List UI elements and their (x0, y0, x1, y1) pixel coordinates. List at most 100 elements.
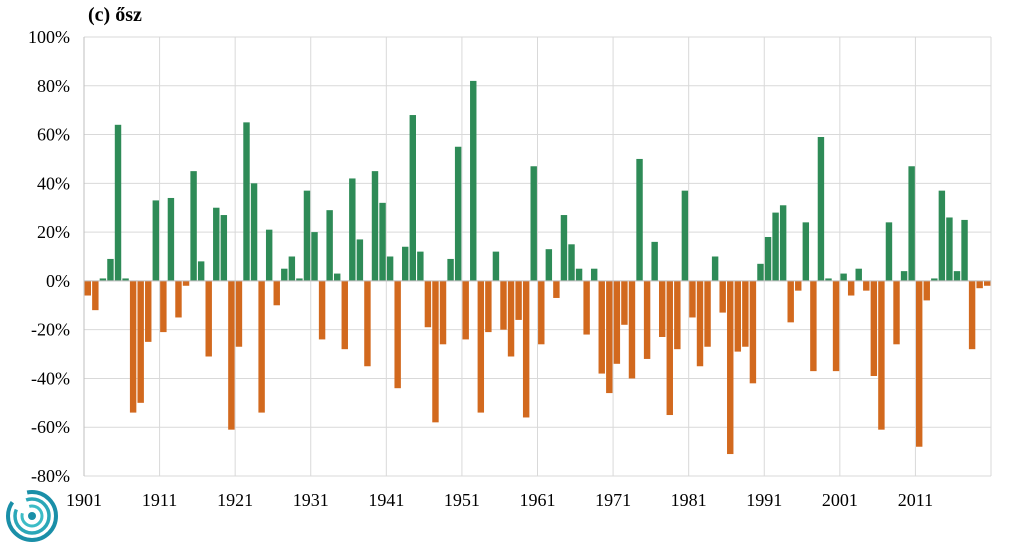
bar-2008 (893, 280, 900, 345)
x-axis-tick-labels: 1901 1911 1921 1931 1941 1951 1961 1971 1981 1991… (66, 490, 933, 510)
bar-1962 (545, 249, 553, 281)
x-tick-label: 1951 (444, 490, 480, 510)
bar-1934 (333, 273, 341, 281)
x-tick-label: 2001 (822, 490, 858, 510)
y-axis-tick-labels: -80% -60% -40% -20% 0% 20% 40% 60% 80% 100% (28, 27, 70, 486)
bar-2005 (870, 280, 878, 377)
y-tick-label: 0% (46, 271, 70, 291)
bar-2001 (840, 273, 847, 281)
bar-2014 (938, 190, 946, 281)
bar-1951 (462, 280, 469, 340)
bar-1969 (598, 280, 605, 374)
bar-1912 (167, 197, 175, 281)
x-tick-label: 1901 (66, 490, 102, 510)
bar-1904 (107, 258, 114, 281)
bar-2017 (961, 219, 968, 281)
bar-1910 (152, 200, 160, 281)
bar-1924 (258, 280, 265, 413)
bar-2016 (953, 271, 961, 281)
bar-1928 (288, 256, 296, 281)
bar-2011 (915, 280, 923, 447)
bar-1974 (636, 158, 643, 281)
bar-1984 (711, 256, 719, 281)
bar-1918 (213, 207, 220, 281)
bar-1971 (613, 280, 621, 364)
bar-1903 (99, 278, 107, 281)
bar-1956 (500, 280, 507, 330)
bar-1929 (296, 278, 303, 281)
bar-1983 (704, 280, 711, 347)
y-tick-label: 100% (28, 27, 70, 47)
chart-title: (c) ősz (88, 4, 142, 26)
bar-2015 (946, 217, 953, 281)
bar-1994 (787, 280, 794, 323)
bar-1970 (606, 280, 613, 394)
bar-1909 (145, 280, 152, 342)
bar-1940 (379, 202, 386, 281)
bar-1916 (197, 261, 205, 281)
bar-2013 (931, 278, 938, 281)
bar-1935 (341, 280, 348, 350)
bar-1978 (666, 280, 673, 416)
bar-2020 (984, 280, 991, 286)
bar-1941 (386, 256, 394, 281)
bar-1995 (795, 280, 802, 291)
bar-1985 (719, 280, 726, 313)
bar-1989 (749, 280, 757, 384)
bar-1947 (432, 280, 439, 423)
gridlines (83, 36, 992, 477)
bar-1907 (129, 280, 137, 413)
bar-1938 (364, 280, 371, 367)
bar-2019 (976, 280, 983, 289)
bar-1958 (515, 280, 522, 320)
bar-1922 (243, 122, 250, 281)
bar-1948 (439, 280, 447, 345)
bar-1932 (318, 280, 326, 340)
bar-2007 (885, 222, 893, 281)
bar-1949 (447, 258, 454, 281)
bar-1919 (220, 215, 228, 281)
bar-1959 (522, 280, 530, 418)
y-tick-label: 40% (37, 173, 70, 193)
bar-1931 (311, 232, 318, 281)
bar-1952 (470, 80, 477, 281)
x-tick-label: 1971 (595, 490, 631, 510)
logo-icon (6, 490, 58, 542)
bar-1943 (402, 246, 409, 281)
bar-1937 (356, 239, 364, 281)
axes (83, 37, 991, 476)
bar-1914 (182, 280, 190, 286)
bar-1925 (265, 229, 273, 281)
bar-2009 (900, 271, 908, 281)
bar-1950 (454, 146, 462, 281)
bar-1988 (742, 280, 749, 347)
bar-1942 (394, 280, 401, 389)
bar-2002 (847, 280, 855, 296)
bar-2018 (968, 280, 976, 350)
bar-1972 (621, 280, 628, 325)
x-tick-label: 1921 (217, 490, 253, 510)
bar-2010 (908, 166, 915, 281)
bar-1933 (326, 210, 333, 281)
x-tick-label: 1981 (671, 490, 707, 510)
bar-1987 (734, 280, 742, 352)
bar-1954 (485, 280, 492, 333)
bar-1915 (190, 171, 197, 281)
bar-1973 (628, 280, 636, 379)
bar-1917 (205, 280, 212, 357)
bar-1957 (507, 280, 515, 357)
bar-1960 (530, 166, 537, 281)
bar-1993 (779, 205, 787, 281)
y-tick-label: -60% (31, 417, 70, 437)
bar-1913 (175, 280, 182, 318)
bar-1945 (417, 251, 424, 281)
bar-1990 (757, 263, 764, 281)
bar-1982 (696, 280, 704, 367)
bar-1963 (553, 280, 560, 298)
x-tick-label: 1961 (520, 490, 556, 510)
bar-1902 (92, 280, 99, 311)
bar-2003 (855, 268, 862, 281)
bar-1976 (651, 241, 658, 281)
x-tick-label: 1911 (142, 490, 177, 510)
